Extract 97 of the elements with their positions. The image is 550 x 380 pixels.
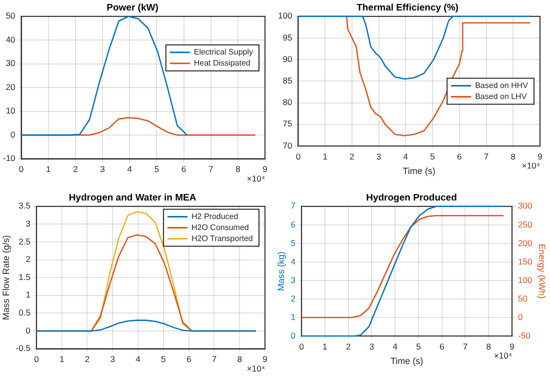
y-tick-label: -10 [2,153,16,164]
text: ×10⁴ [246,173,266,184]
y-tick-label: 85 [282,76,292,86]
y-tick-label: 90 [282,54,292,64]
x-tick-label: 9 [262,164,268,174]
text: ×10⁴ [494,350,512,361]
x-tick-label: 9 [262,354,268,364]
x-tick-label: 1 [59,354,64,364]
x-tick-label: 6 [186,354,192,364]
legend-label: Based on LHV [475,92,528,101]
x-tick-label: 3 [100,164,106,174]
y-tick-label: 2 [290,293,296,304]
y-tick-label: 100 [278,10,292,21]
text: ×10⁴ [246,363,266,374]
y2-tick-label: 200 [518,238,532,248]
x-tick-label: 2 [84,354,90,364]
chart-title: Thermal Efficiency (%) [356,2,458,14]
x-tick-label: 8 [237,354,242,364]
x-tick-label: 5 [161,354,166,364]
x-tick-label: 3 [376,151,382,162]
y-tick-label: 0 [10,129,16,140]
y-tick-label: 0.5 [18,308,31,318]
y-tick-label: 10 [6,106,16,116]
x-tick-label: 3 [369,341,374,352]
y2-tick-label: -50 [518,330,531,340]
y2-axis-title: Energy (kWh) [537,244,548,299]
y-tick-label: 0 [290,330,296,340]
y-tick-label: -0.5 [16,343,31,354]
y-tick-label: 50 [6,10,16,21]
legend-label: H2O Transported [191,234,253,243]
x-tick-label: 7 [462,341,468,352]
legend-label: Heat Dissipated [194,58,250,68]
x-tick-label: 4 [136,354,141,364]
chart-title: Hydrogen and Water in MEA [68,192,196,204]
x-tick-label: 9 [510,341,515,352]
y-tick-label: 80 [282,97,292,108]
y-tick-label: 70 [282,140,292,150]
x-tick-label: 2 [350,151,355,162]
x-tick-label: 8 [510,151,516,162]
x-tick-label: 4 [403,151,408,162]
x-tick-label: 1 [46,164,51,174]
x-tick-label: 0 [34,354,40,364]
y2-tick-label: 300 [518,200,532,211]
y-tick-label: 2 [26,254,31,264]
x-tick-label: 4 [392,341,398,352]
y-tick-label: 6 [290,219,296,230]
x-tick-label: 2 [346,341,351,352]
x-tick-label: 2 [73,164,78,174]
x-tick-label: 5 [154,164,160,174]
x-tick-label: 7 [208,164,214,174]
x-tick-label: 0 [299,341,304,352]
x-tick-label: 9 [538,151,543,162]
y-tick-label: 4 [290,256,296,266]
y-tick-label: 1 [290,312,296,322]
x-tick-label: 7 [484,151,489,162]
y-tick-label: 7 [290,200,296,211]
x-axis-title: Time (s) [402,166,436,176]
x-tick-label: 5 [416,341,422,352]
x-tick-label: 6 [457,151,462,162]
y-tick-label: 2.5 [18,236,31,246]
chart-title: Hydrogen Produced [366,192,458,204]
y-tick-label: 1.5 [18,272,31,282]
chart-title: Power (kW) [106,2,158,14]
x-tick-label: 1 [322,341,328,352]
legend-label: Based on HHV [475,80,529,90]
y-tick-label: 3.5 [18,200,31,211]
y-axis-title: Mass Flow Rate (g/s) [0,235,11,320]
legend-label: H2 Produced [191,212,238,221]
legend-label: H2O Consumed [191,222,249,232]
y-tick-label: 1 [26,290,31,300]
x-tick-label: 8 [486,341,492,352]
text: ×10⁴ [522,160,540,171]
x-tick-label: 8 [236,164,241,174]
x-tick-label: 5 [430,151,436,162]
x-tick-label: 6 [181,164,186,174]
y-tick-label: 75 [282,118,292,129]
x-tick-label: 1 [322,151,328,162]
y2-tick-label: 50 [518,293,528,304]
y2-tick-label: 250 [518,219,532,230]
y2-tick-label: 150 [518,256,532,266]
x-tick-label: 6 [439,341,444,352]
y-tick-label: 0 [26,325,31,336]
x-tick-label: 4 [127,164,132,174]
y-tick-label: 3 [26,218,31,229]
y-tick-label: 5 [290,238,296,248]
x-axis-title: Time (s) [390,356,424,366]
y-axis-title: Mass (kg) [276,251,286,291]
legend-label: Electrical Supply [194,48,254,57]
y-tick-label: 95 [282,32,292,42]
y-tick-label: 20 [6,82,16,92]
y-tick-label: 40 [6,34,16,44]
x-tick-label: 3 [110,354,116,364]
y-tick-label: 3 [290,274,296,285]
y2-tick-label: 0 [518,312,524,322]
y-tick-label: 30 [6,58,16,68]
x-tick-label: 7 [212,354,217,364]
y2-tick-label: 100 [518,274,532,285]
